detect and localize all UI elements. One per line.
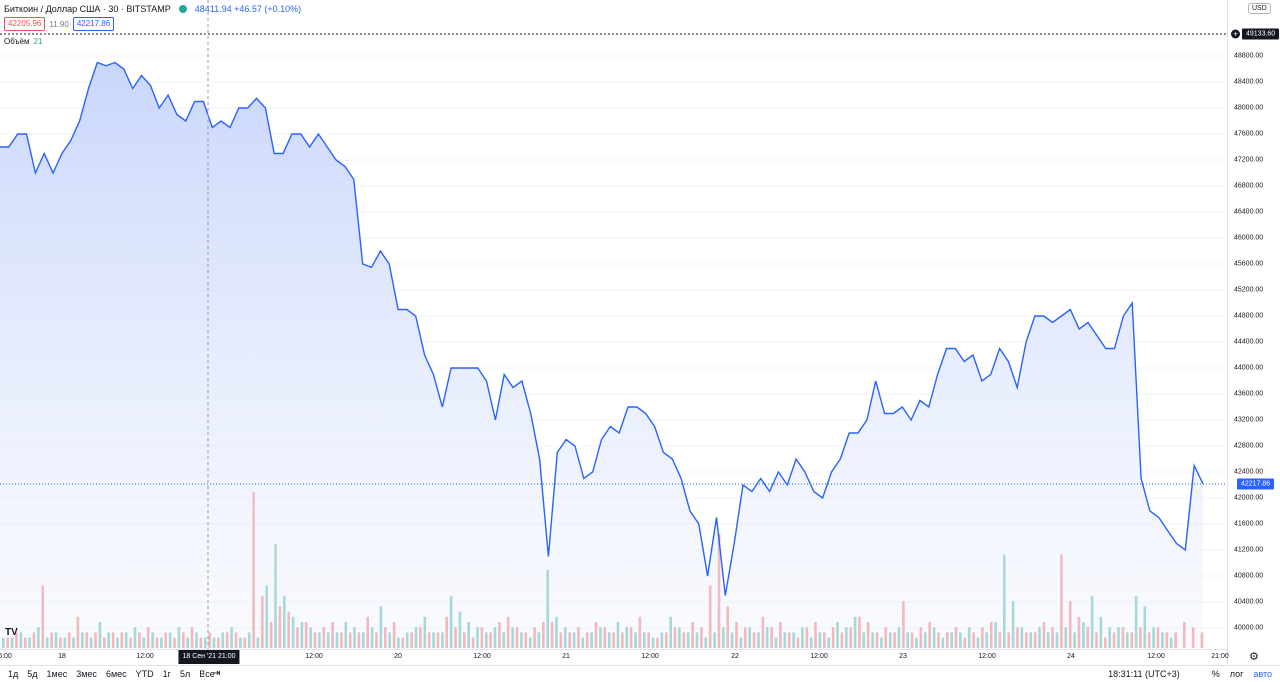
price-tick-label: 48800.00 [1234,52,1264,60]
time-tick-label: 6:00 [0,653,12,660]
symbol-legend[interactable]: Биткоин / Доллар США · 30 · BITSTAMP 484… [4,4,301,14]
range-button-YTD[interactable]: YTD [135,669,154,679]
time-tick-label: 12:00 [473,653,491,660]
bottom-toolbar: 1д 5д 1мес 3мес 6мес YTD 1г 5л Все ⇥ 18:31:11 (U… [0,665,1280,682]
time-tick-label: 12:00 [641,653,659,660]
price-tick-label: 46400.00 [1234,208,1264,216]
price-tick-label: 47600.00 [1234,130,1264,138]
auto-scale-toggle[interactable]: авто [1253,669,1272,679]
price-tick-label: 44800.00 [1234,312,1264,320]
price-tick-label: 46800.00 [1234,182,1264,190]
time-axis[interactable]: 6:00 18 12:00 12:00 20 12:00 21 12:00 22 12:00 23 1… [0,649,1229,665]
price-tick-label: 48400.00 [1234,78,1264,86]
time-tick-label: 21:00 [1211,653,1229,660]
range-buttons: 1д 5д 1мес 3мес 6мес YTD 1г 5л Все [8,669,215,679]
range-button-1д[interactable]: 1д [8,669,19,679]
time-tick-label: 18 [58,653,66,660]
price-tick-label: 47200.00 [1234,156,1264,164]
ohlc-values: 48411.94 +46.57 (+0.10%) [194,4,302,14]
range-button-1мес[interactable]: 1мес [46,669,68,679]
toolbar-divider [204,668,205,680]
crosshair-time-label: 18 Сен '21 21:00 [178,650,240,664]
price-tick-label: 48000.00 [1234,104,1264,112]
range-button-1г[interactable]: 1г [162,669,171,679]
volume-value: 21 [33,37,43,46]
price-tick-label: 45200.00 [1234,286,1264,294]
bid-ask-row: 42205.96 11.90 42217.86 [4,17,115,31]
crosshair-price-label: 49133.60 [1242,28,1280,40]
price-axis[interactable]: USD 48800.00 48400.00 48000.00 47600.00 4720… [1227,0,1280,664]
price-tick-label: 40000.00 [1234,624,1264,632]
time-tick-label: 20 [394,653,402,660]
currency-selector[interactable]: USD [1248,3,1271,14]
price-tick-label: 42800.00 [1234,442,1264,450]
percent-scale-toggle[interactable]: % [1211,669,1220,679]
range-button-5д[interactable]: 5д [27,669,38,679]
spread-value: 11.90 [49,19,69,29]
last-price-label: 42217.86 [1237,478,1275,490]
price-tick-label: 43600.00 [1234,390,1264,398]
time-tick-label: 12:00 [1147,653,1165,660]
buy-price-button[interactable]: 42217.86 [72,17,115,31]
symbol-title[interactable]: Биткоин / Доллар США · 30 · BITSTAMP [4,4,171,14]
date-range-icon[interactable]: ⇥ [212,668,221,679]
add-alert-icon[interactable]: + [1231,29,1240,39]
price-area [0,62,1203,649]
range-button-6мес[interactable]: 6мес [105,669,127,679]
time-tick-label: 21 [562,653,570,660]
price-tick-label: 42400.00 [1234,468,1264,476]
scale-options: 18:31:11 (UTC+3) % лог авто [1108,669,1272,679]
time-tick-label: 12:00 [978,653,996,660]
time-tick-label: 22 [731,653,739,660]
price-tick-label: 45600.00 [1234,260,1264,268]
sell-price-button[interactable]: 42205.96 [4,17,46,31]
range-button-5л[interactable]: 5л [179,669,191,679]
log-scale-toggle[interactable]: лог [1229,669,1244,679]
price-tick-label: 40800.00 [1234,572,1264,580]
time-tick-label: 23 [899,653,907,660]
time-tick-label: 24 [1067,653,1075,660]
price-tick-label: 41600.00 [1234,520,1264,528]
time-tick-label: 12:00 [810,653,828,660]
price-line [0,61,1204,596]
market-status-icon [178,5,187,13]
price-tick-label: 40400.00 [1234,598,1264,606]
volume-label: Объём [4,37,30,46]
price-tick-label: 44400.00 [1234,338,1264,346]
clock-timezone[interactable]: 18:31:11 (UTC+3) [1108,669,1180,679]
price-tick-label: 46000.00 [1234,234,1264,242]
price-tick-label: 44000.00 [1234,364,1264,372]
price-tick-label: 41200.00 [1234,546,1264,554]
price-tick-label: 43200.00 [1234,416,1264,424]
price-tick-label: 42000.00 [1234,494,1264,502]
settings-gear-icon[interactable]: ⚙ [1249,651,1259,663]
time-tick-label: 12:00 [136,653,154,660]
time-tick-label: 12:00 [305,653,323,660]
volume-legend[interactable]: Объём 21 [4,37,42,46]
range-button-Все[interactable]: Все [199,669,215,679]
tradingview-logo[interactable]: TV [5,627,18,638]
price-chart[interactable] [0,0,1227,649]
range-button-3мес[interactable]: 3мес [76,669,97,679]
